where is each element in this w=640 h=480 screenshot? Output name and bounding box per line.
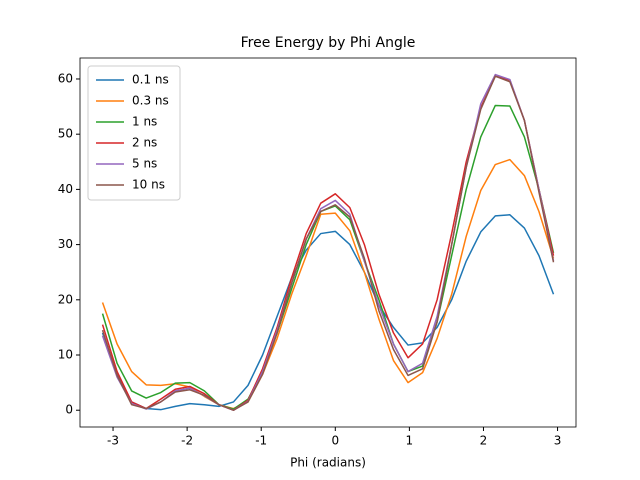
series-line — [101, 158, 555, 410]
legend-box — [87, 65, 181, 201]
chart-title: Free Energy by Phi Angle — [241, 35, 416, 51]
y-tick-label: 50 — [58, 127, 73, 141]
y-tick-label: 60 — [58, 71, 73, 85]
x-tick-label: 0 — [331, 434, 339, 448]
x-tick-label: -2 — [181, 434, 193, 448]
series-line — [101, 75, 555, 411]
y-tick-label: 20 — [58, 292, 73, 306]
legend-label: 10 ns — [132, 178, 165, 192]
legend-label: 5 ns — [132, 157, 157, 171]
legend-label: 1 ns — [132, 115, 157, 129]
x-axis-label: Phi (radians) — [290, 456, 366, 470]
x-tick-label: -3 — [107, 434, 119, 448]
x-tick-label: -1 — [255, 434, 267, 448]
legend-label: 2 ns — [132, 136, 157, 150]
legend-label: 0.1 ns — [132, 73, 169, 87]
plot-frame — [79, 57, 577, 428]
series-line — [101, 73, 555, 411]
legend-label: 0.3 ns — [132, 94, 169, 108]
y-tick-label: 30 — [58, 237, 73, 251]
x-tick-label: 3 — [554, 434, 562, 448]
x-tick-label: 2 — [480, 434, 488, 448]
series-line — [101, 214, 555, 411]
y-tick-label: 0 — [65, 403, 73, 417]
y-tick-label: 10 — [58, 348, 73, 362]
y-tick-label: 40 — [58, 182, 73, 196]
x-tick-label: 1 — [406, 434, 414, 448]
